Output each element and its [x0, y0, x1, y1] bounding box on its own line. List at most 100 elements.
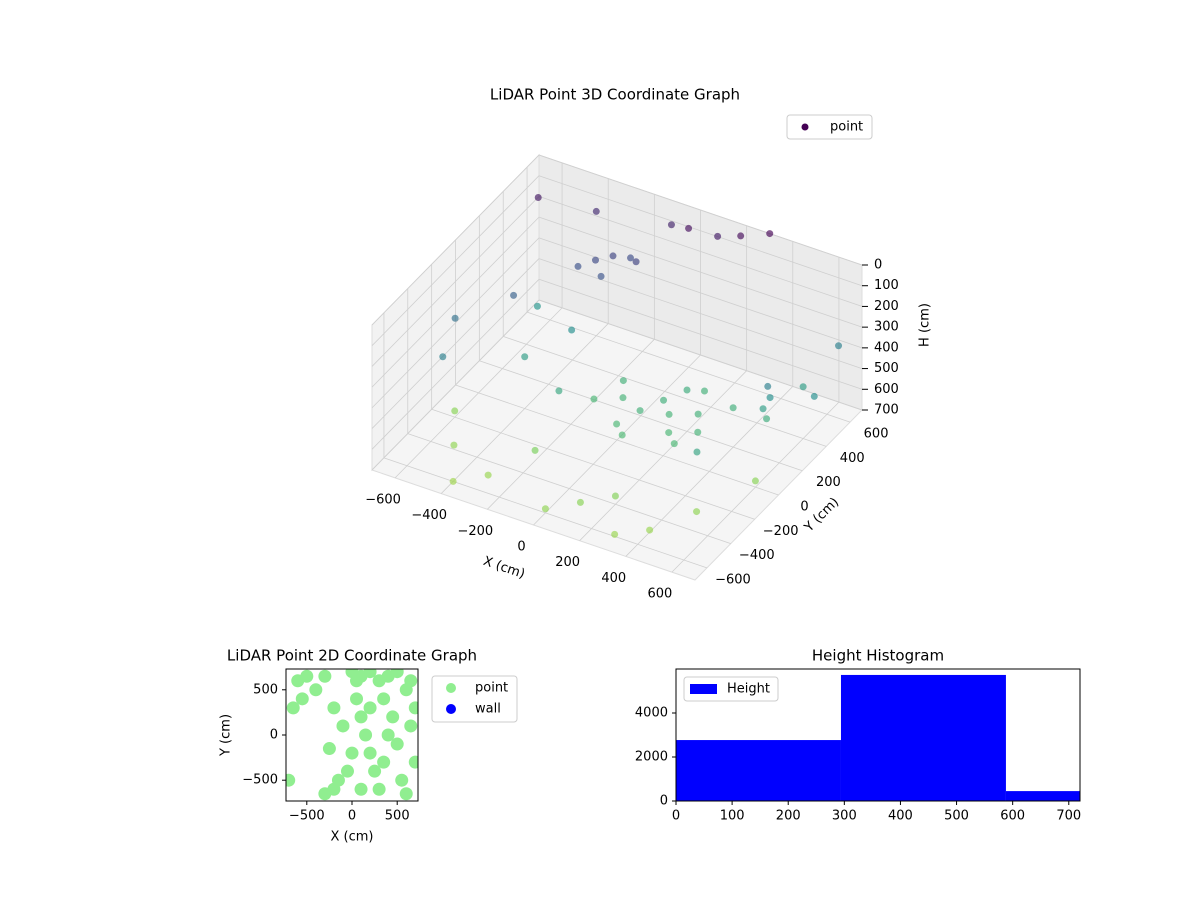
legend-box — [786, 114, 873, 140]
grid-line — [538, 196, 863, 307]
point — [327, 782, 341, 796]
point — [336, 719, 350, 733]
point — [683, 386, 691, 394]
x-tick-label: 700 — [1056, 809, 1081, 824]
point — [286, 773, 296, 787]
z-tick-label: 600 — [874, 382, 899, 397]
point — [318, 669, 332, 683]
z-tick-label: 100 — [874, 278, 899, 293]
point — [766, 394, 774, 402]
z-tick-label: 700 — [874, 403, 899, 418]
z-tick-label: 400 — [874, 340, 899, 355]
legend-label: point — [475, 681, 508, 696]
x-tick-label: 500 — [385, 809, 410, 824]
grid-line — [371, 258, 540, 429]
x-tick-label: 400 — [601, 571, 626, 586]
point — [729, 404, 737, 412]
point — [665, 429, 673, 437]
point — [408, 755, 418, 769]
point — [363, 701, 377, 715]
point — [451, 407, 459, 415]
y-tick-label: 400 — [840, 451, 865, 466]
point — [609, 252, 617, 260]
point — [340, 764, 354, 778]
point — [611, 492, 619, 500]
point — [390, 669, 404, 679]
x-tick-label: 0 — [517, 540, 525, 555]
chart-title: LiDAR Point 2D Coordinate Graph — [227, 647, 477, 665]
legend-label: wall — [475, 702, 501, 717]
point — [408, 701, 418, 715]
grid-line — [503, 336, 827, 447]
grid-line — [538, 258, 863, 369]
x-tick-label: −400 — [411, 508, 447, 523]
point — [574, 262, 582, 270]
point — [451, 314, 459, 322]
x-tick-label: 600 — [1000, 809, 1025, 824]
legend-marker — [690, 684, 717, 694]
point — [555, 387, 563, 395]
grid-line — [407, 433, 731, 544]
point — [381, 728, 395, 742]
point — [835, 342, 843, 350]
y-tick-label: 4000 — [635, 706, 668, 721]
point — [386, 710, 400, 724]
point — [799, 383, 807, 391]
point — [533, 302, 541, 310]
x-tick-label: 0 — [672, 809, 680, 824]
point — [531, 446, 539, 454]
x-axis-label: X (cm) — [331, 830, 374, 845]
y-tick-label: 0 — [800, 500, 808, 515]
y-tick-label: 500 — [253, 682, 278, 697]
point — [764, 382, 772, 390]
y-tick-label: 600 — [864, 427, 889, 442]
grid-line — [371, 175, 540, 346]
point — [618, 431, 626, 439]
grid-line — [538, 154, 863, 266]
x-tick-label: 300 — [832, 809, 857, 824]
grid-line — [455, 384, 779, 496]
point — [693, 448, 701, 456]
chart-title: LiDAR Point 3D Coordinate Graph — [490, 86, 740, 104]
point — [590, 395, 598, 403]
point — [395, 773, 409, 787]
x-tick-label: −200 — [457, 524, 493, 539]
x-tick-label: 200 — [776, 809, 801, 824]
legend-marker — [446, 704, 456, 714]
point — [670, 440, 678, 448]
point — [377, 692, 391, 706]
point — [763, 415, 771, 423]
point — [309, 683, 323, 697]
legend-marker — [801, 123, 809, 131]
x-tick-label: 200 — [555, 555, 580, 570]
point — [701, 387, 708, 395]
y-tick-label: 0 — [270, 728, 278, 743]
point — [636, 407, 644, 415]
point — [685, 224, 693, 232]
grid-line — [538, 175, 863, 287]
point — [592, 256, 599, 264]
point — [613, 420, 621, 428]
point — [534, 194, 542, 201]
y-tick-label: 200 — [816, 475, 841, 490]
x-tick-label: 100 — [720, 809, 745, 824]
point — [363, 669, 377, 679]
point — [286, 701, 300, 715]
point — [665, 410, 673, 418]
point — [350, 692, 364, 706]
grid-line — [538, 299, 863, 411]
x-tick-label: −500 — [289, 809, 325, 824]
point — [510, 291, 518, 299]
chart-title: Height Histogram — [812, 647, 944, 665]
grid-line — [479, 360, 803, 472]
grid-line — [371, 196, 540, 367]
point — [295, 692, 309, 706]
x-tick-label: 400 — [888, 809, 913, 824]
point — [345, 746, 359, 760]
z-tick-label: 300 — [874, 320, 899, 335]
point — [597, 272, 605, 280]
y-axis-label: Y (cm) — [219, 714, 234, 757]
point — [737, 232, 745, 240]
point — [354, 782, 368, 796]
